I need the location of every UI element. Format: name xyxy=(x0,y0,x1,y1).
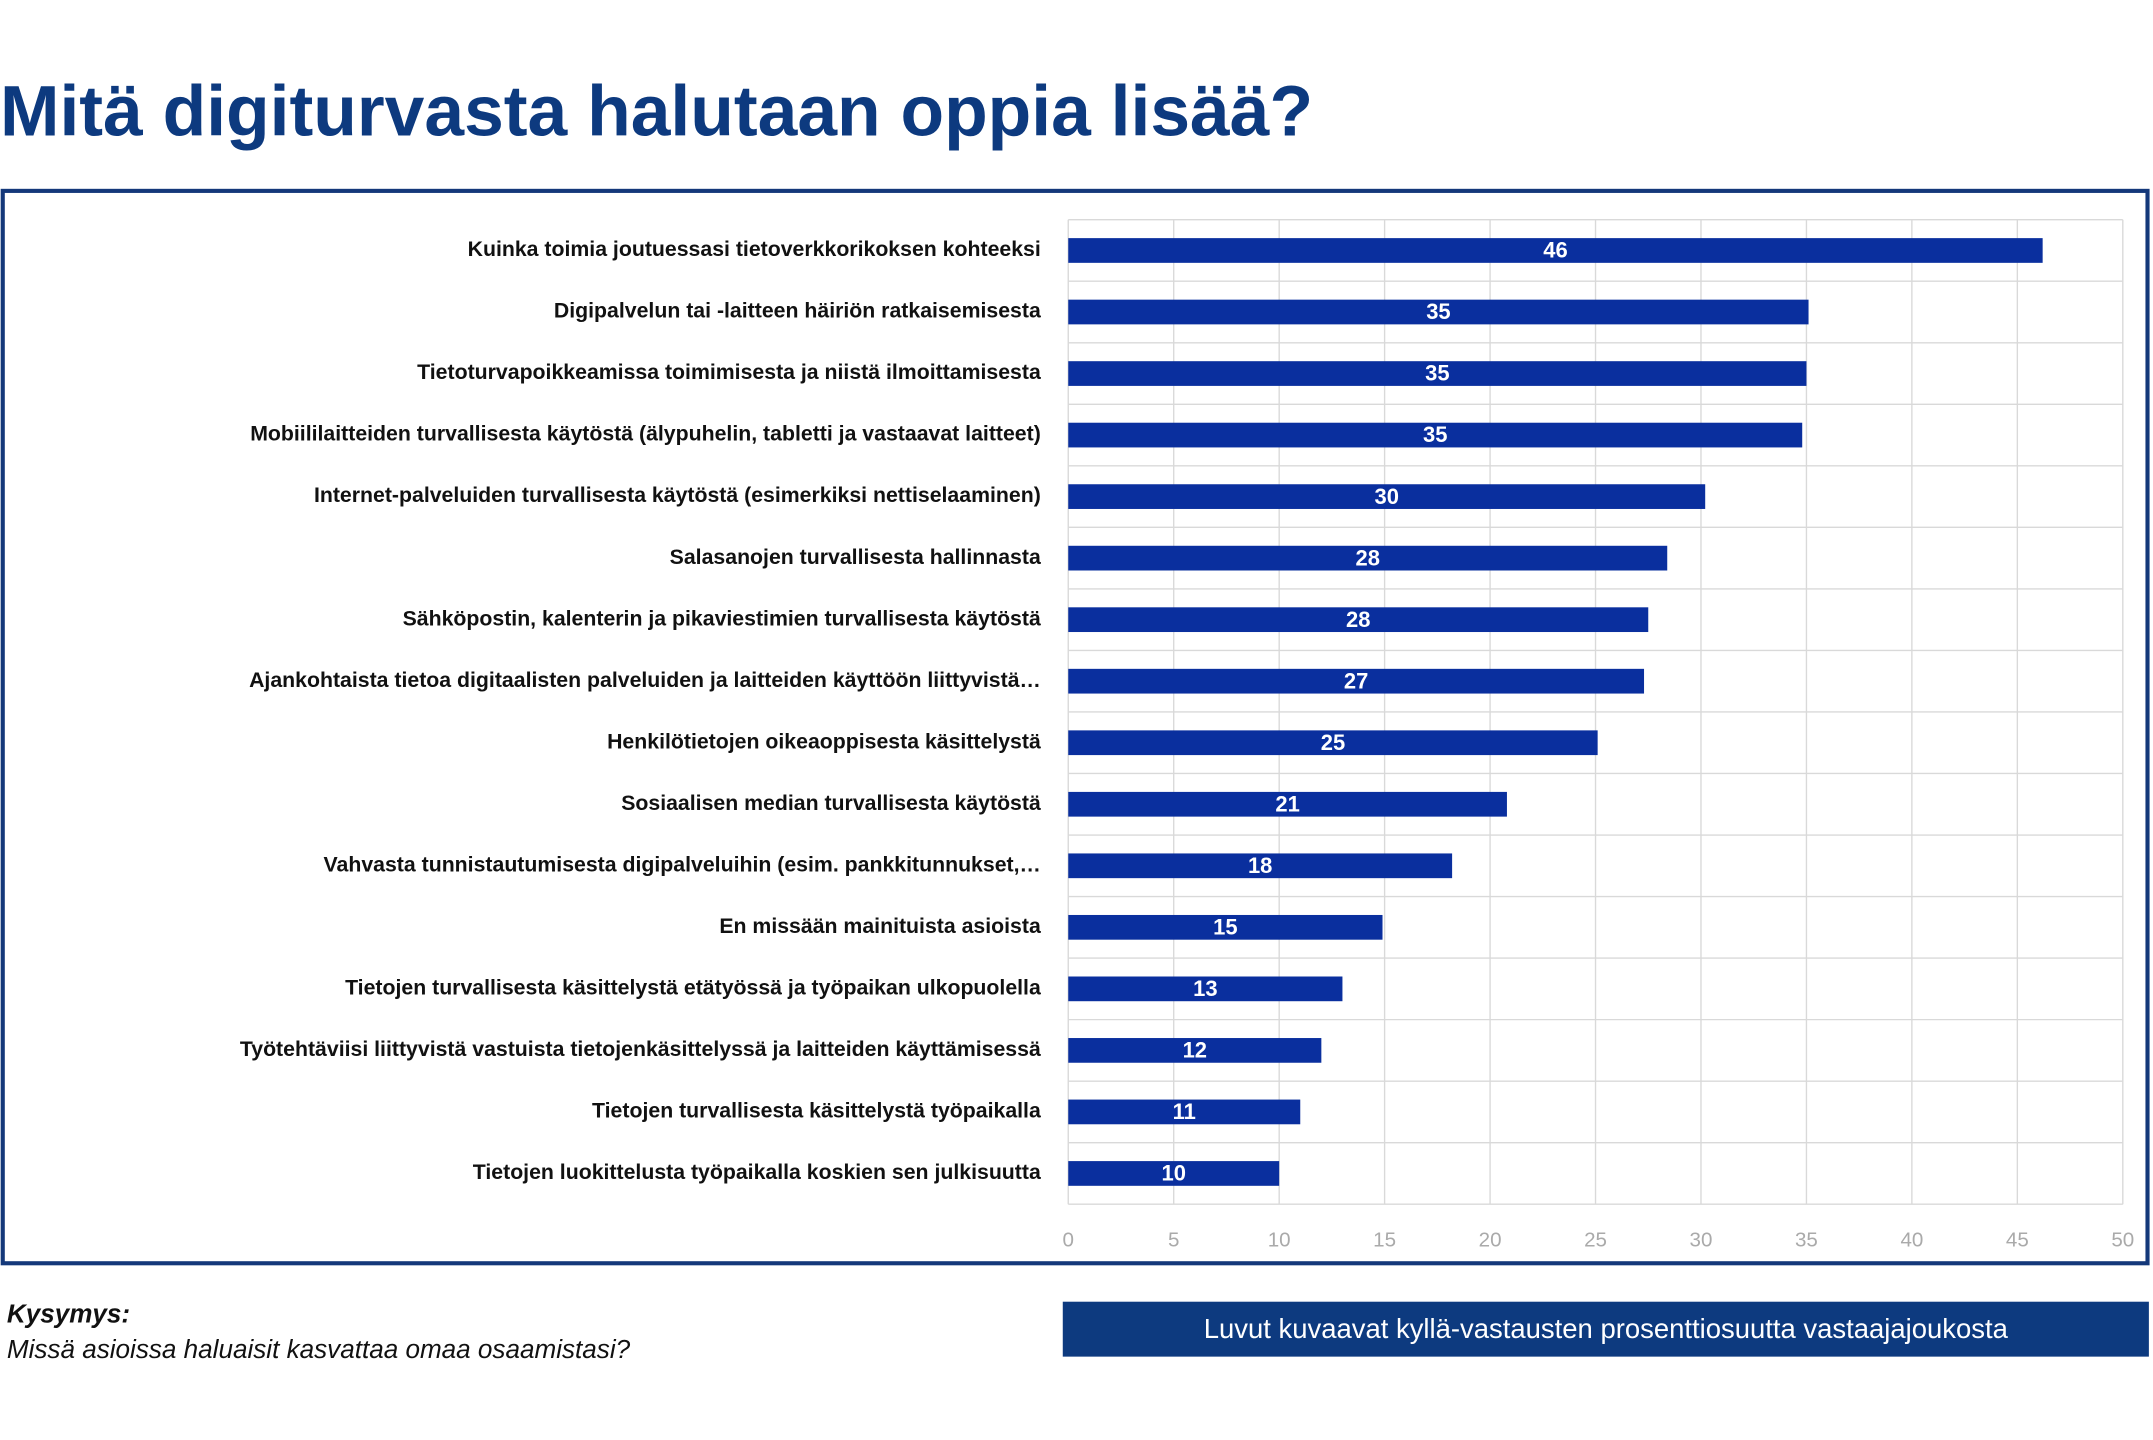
bar xyxy=(1068,1099,1301,1125)
x-tick-label: 40 xyxy=(1900,1229,1923,1252)
bar xyxy=(1068,361,1807,386)
bar xyxy=(1068,976,1343,1002)
x-tick-label: 45 xyxy=(2006,1229,2029,1252)
value-label: 13 xyxy=(1193,976,1217,1001)
plot: 0 5 10 15 20 25 30 35 40 45 50 Kuinka toimia joutue… xyxy=(240,219,2134,1252)
bar xyxy=(1068,607,1649,633)
category-label: Salasanojen turvallisesta hallinnasta xyxy=(670,545,1041,569)
bar xyxy=(1068,484,1706,509)
x-tick-label: 0 xyxy=(1063,1229,1074,1252)
value-label: 12 xyxy=(1183,1038,1207,1063)
bar xyxy=(1068,238,2043,263)
value-label: 18 xyxy=(1248,853,1272,878)
category-label: Tietoturvapoikkeamissa toimimisesta ja n… xyxy=(417,360,1041,384)
question-label: Kysymys: xyxy=(7,1298,130,1328)
x-tick-label: 50 xyxy=(2111,1229,2134,1252)
bar xyxy=(1068,422,1803,448)
value-label: 28 xyxy=(1346,607,1370,632)
category-label: Mobiililaitteiden turvallisesta käytöstä… xyxy=(250,422,1041,446)
value-label: 35 xyxy=(1426,299,1450,324)
x-tick-label: 5 xyxy=(1168,1229,1179,1252)
bar xyxy=(1068,791,1507,817)
category-label: Digipalvelun tai -laitteen häiriön ratka… xyxy=(554,299,1041,323)
question: Missä asioissa haluaisit kasvattaa omaa … xyxy=(7,1334,631,1364)
category-label: Tietojen turvallisesta käsittelystä työp… xyxy=(592,1099,1041,1123)
title: Mitä digiturvasta halutaan oppia lisää? xyxy=(0,72,1313,152)
value-label: 15 xyxy=(1213,914,1237,939)
category-label: Työtehtäviisi liittyvistä vastuista tiet… xyxy=(240,1037,1041,1061)
category-label: Henkilötietojen oikeaoppisesta käsittely… xyxy=(607,729,1041,753)
bar xyxy=(1068,853,1453,879)
bar xyxy=(1068,914,1383,940)
category-label: Internet-palveluiden turvallisesta käytö… xyxy=(314,483,1041,507)
value-label: 21 xyxy=(1275,791,1299,816)
value-label: 28 xyxy=(1356,545,1380,570)
x-tick-label: 20 xyxy=(1479,1229,1502,1252)
bar xyxy=(1068,1161,1280,1186)
x-tick-label: 35 xyxy=(1795,1229,1818,1252)
value-label: 10 xyxy=(1162,1161,1186,1186)
category-label: Tietojen turvallisesta käsittelystä etät… xyxy=(345,975,1041,999)
x-tick-label: 10 xyxy=(1268,1229,1291,1252)
value-label: 11 xyxy=(1173,1099,1196,1124)
value-label: 30 xyxy=(1375,484,1399,509)
bar xyxy=(1068,668,1645,694)
value-label: 25 xyxy=(1321,730,1345,755)
bar xyxy=(1068,299,1809,325)
note: Luvut kuvaavat kyllä-vastausten prosentt… xyxy=(1204,1313,2009,1344)
category-label: Ajankohtaista tietoa digitaalisten palve… xyxy=(249,668,1041,692)
value-label: 27 xyxy=(1344,668,1368,693)
note-box xyxy=(1062,1301,2149,1357)
bar xyxy=(1068,1038,1322,1063)
category-label: Vahvasta tunnistautumisesta digipalvelui… xyxy=(324,852,1041,876)
category-label: En missään mainituista asioista xyxy=(719,914,1041,938)
x-tick-label: 30 xyxy=(1690,1229,1713,1252)
bar xyxy=(1068,730,1598,756)
x-tick-label: 15 xyxy=(1373,1229,1396,1252)
chart-frame xyxy=(0,188,2150,1266)
category-label: Sähköpostin, kalenterin ja pikaviestimie… xyxy=(403,606,1041,630)
value-label: 35 xyxy=(1423,422,1447,447)
value-label: 35 xyxy=(1425,361,1449,386)
x-tick-label: 25 xyxy=(1584,1229,1607,1252)
value-label: 46 xyxy=(1543,238,1567,263)
category-label: Kuinka toimia joutuessasi tietoverkkorik… xyxy=(468,237,1041,261)
bar xyxy=(1068,545,1668,571)
category-label: Sosiaalisen median turvallisesta käytöst… xyxy=(621,791,1041,815)
category-label: Tietojen luokittelusta työpaikalla koski… xyxy=(473,1160,1041,1184)
